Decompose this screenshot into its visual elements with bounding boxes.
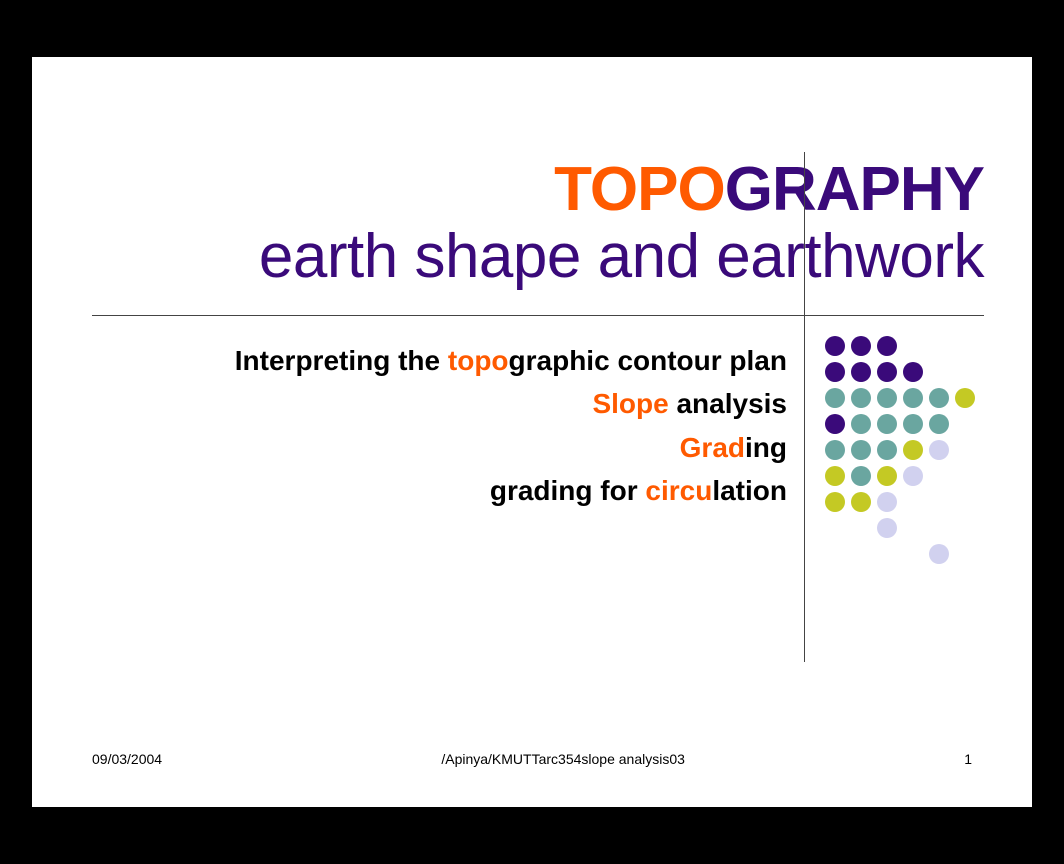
bullet-list: Interpreting the topographic contour pla… [235, 339, 787, 513]
dot-row [822, 359, 978, 385]
dot-icon [877, 518, 897, 538]
bullet-item: Interpreting the topographic contour pla… [235, 339, 787, 382]
vertical-rule [804, 152, 805, 662]
title-block: TOPOGRAPHY earth shape and earthwork [92, 157, 984, 289]
dot-icon [825, 440, 845, 460]
dot-icon [825, 336, 845, 356]
title-graphy: GRAPHY [725, 155, 984, 224]
bullet-text-post: ing [745, 432, 787, 463]
dot-icon [929, 544, 949, 564]
dot-row [822, 385, 978, 411]
dot-row [822, 515, 978, 541]
bullet-text-highlight: circu [645, 475, 712, 506]
bullet-text-pre: grading for [490, 475, 646, 506]
dot-icon [877, 440, 897, 460]
dot-icon [877, 388, 897, 408]
dot-icon [877, 362, 897, 382]
bullet-text-post: lation [712, 475, 787, 506]
dot-icon [903, 440, 923, 460]
title-line-2: earth shape and earthwork [92, 224, 984, 289]
title-topo: TOPO [554, 155, 725, 224]
title-line-1: TOPOGRAPHY [92, 157, 984, 222]
dot-row [822, 411, 978, 437]
dot-icon [877, 414, 897, 434]
dot-icon [851, 336, 871, 356]
dot-row [822, 333, 978, 359]
dot-icon [825, 492, 845, 512]
bullet-text-highlight: Slope [592, 388, 668, 419]
slide: TOPOGRAPHY earth shape and earthwork Int… [32, 57, 1032, 807]
dot-icon [929, 388, 949, 408]
bullet-text-highlight: topo [448, 345, 509, 376]
footer-date: 09/03/2004 [92, 751, 162, 767]
dot-icon [903, 362, 923, 382]
dot-icon [825, 466, 845, 486]
dot-row [822, 437, 978, 463]
dot-icon [825, 414, 845, 434]
dot-icon [903, 466, 923, 486]
dot-grid-decoration [822, 333, 978, 567]
dot-row [822, 463, 978, 489]
dot-icon [851, 466, 871, 486]
dot-icon [851, 440, 871, 460]
dot-icon [929, 440, 949, 460]
bullet-text-pre: Interpreting the [235, 345, 448, 376]
bullet-item: grading for circulation [235, 469, 787, 512]
dot-icon [877, 336, 897, 356]
dot-icon [851, 414, 871, 434]
dot-row [822, 489, 978, 515]
dot-icon [877, 466, 897, 486]
dot-icon [851, 388, 871, 408]
dot-icon [903, 388, 923, 408]
dot-row [822, 541, 978, 567]
dot-icon [825, 362, 845, 382]
footer-page-number: 1 [964, 751, 972, 767]
dot-icon [877, 492, 897, 512]
dot-icon [851, 362, 871, 382]
horizontal-rule [92, 315, 984, 316]
footer-path: /Apinya/KMUTTarc354slope analysis03 [441, 751, 685, 767]
bullet-item: Grading [235, 426, 787, 469]
dot-icon [903, 414, 923, 434]
bullet-text-post: analysis [669, 388, 787, 419]
bullet-item: Slope analysis [235, 382, 787, 425]
dot-icon [955, 388, 975, 408]
bullet-text-post: graphic contour plan [509, 345, 787, 376]
dot-icon [851, 492, 871, 512]
dot-icon [825, 388, 845, 408]
footer: 09/03/2004 /Apinya/KMUTTarc354slope anal… [92, 751, 972, 767]
bullet-text-highlight: Grad [680, 432, 745, 463]
dot-icon [929, 414, 949, 434]
